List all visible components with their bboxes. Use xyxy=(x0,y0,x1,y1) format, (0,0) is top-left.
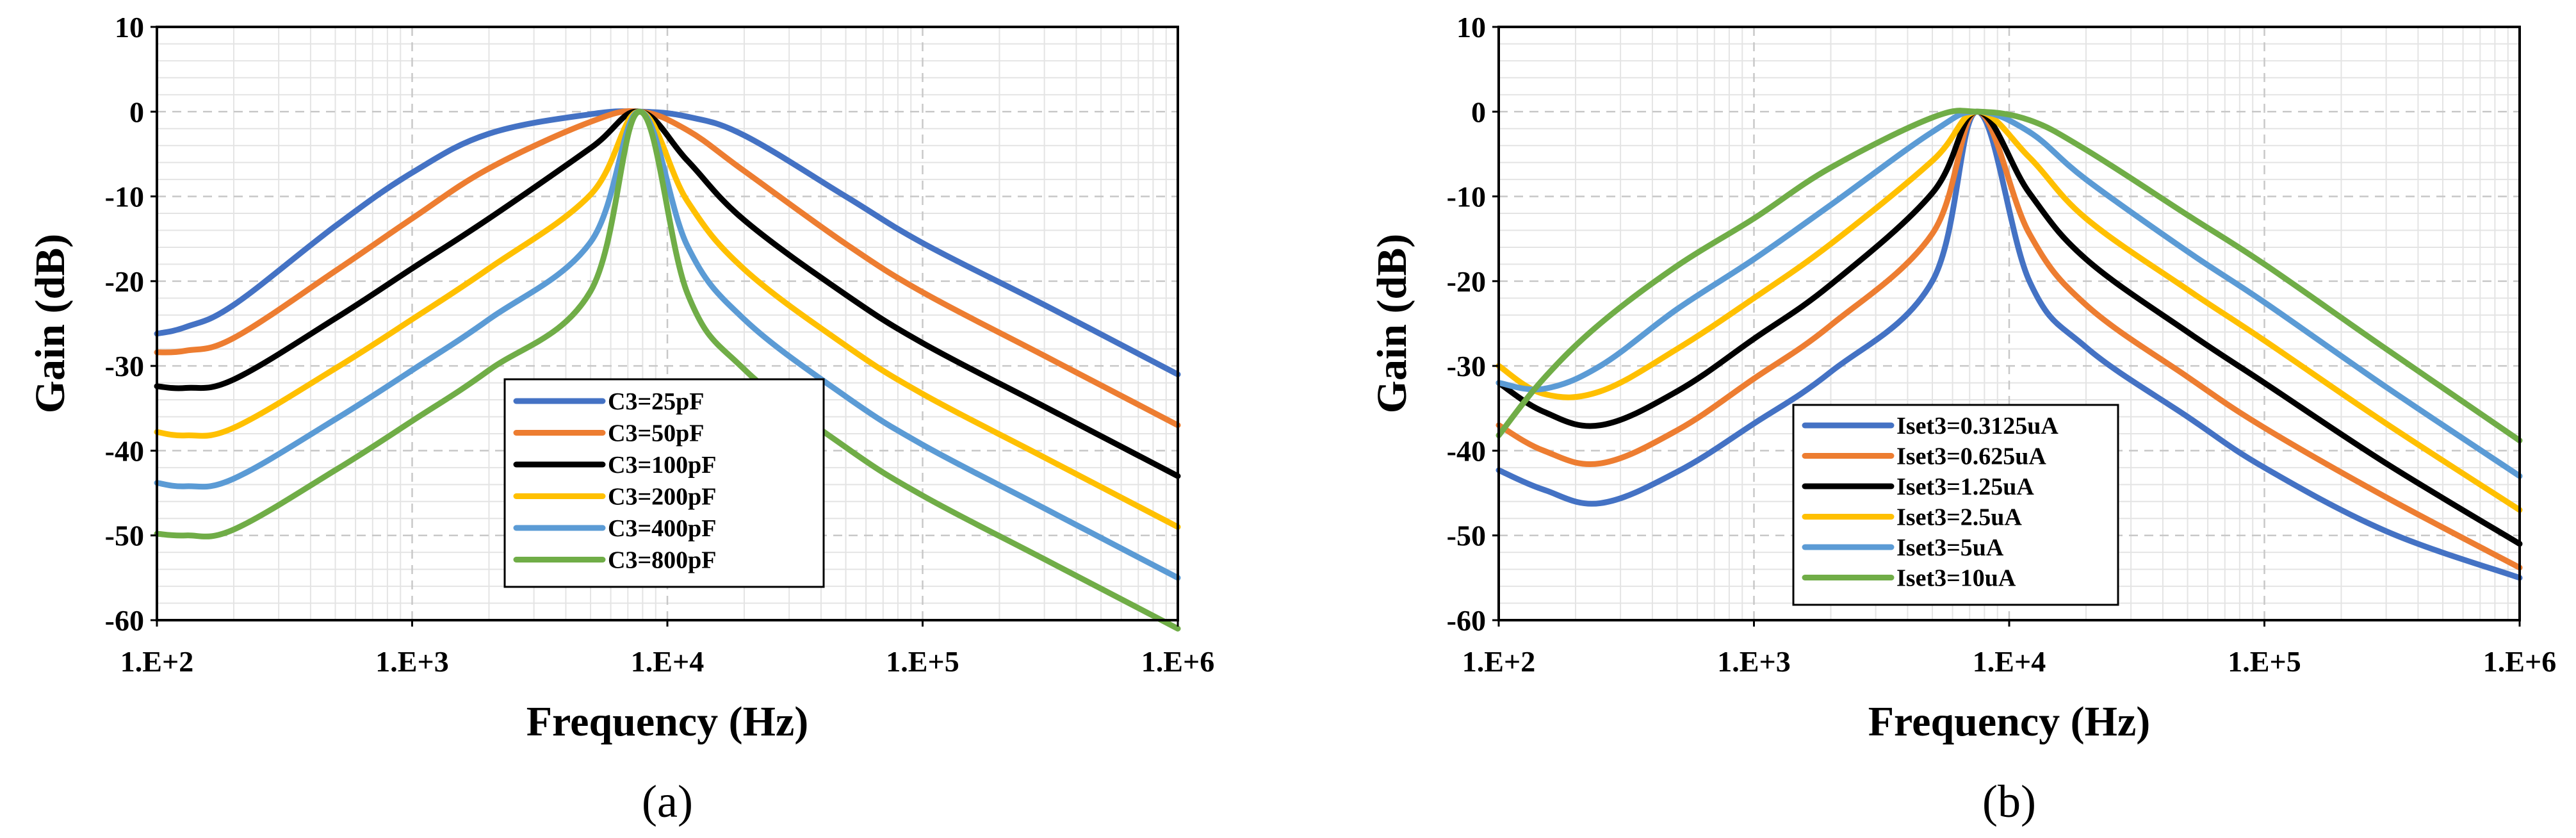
y-tick-label: -20 xyxy=(105,265,144,298)
legend-label-b-5: Iset3=10uA xyxy=(1896,565,2016,592)
x-tick-label: 1.E+3 xyxy=(1717,645,1790,678)
x-tick-label: 1.E+4 xyxy=(1973,645,2046,678)
legend-label-a-3: C3=200pF xyxy=(608,484,716,511)
y-tick-label: -10 xyxy=(105,181,144,213)
series-line-a-5 xyxy=(154,108,1181,632)
series-layer-b xyxy=(1496,108,2523,581)
y-tick-label: 10 xyxy=(1456,11,1486,44)
x-tick-label: 1.E+6 xyxy=(1141,645,1214,678)
legend-a: C3=25pF C3=50pF C3=100pF C3=200pF C3=400pF C3… xyxy=(503,378,825,588)
legend-label-a-0: C3=25pF xyxy=(608,388,704,415)
y-tick-label: -30 xyxy=(1447,350,1486,382)
y-tick-label: -10 xyxy=(1447,181,1486,213)
y-tick-label: -40 xyxy=(105,434,144,467)
legend-box-a xyxy=(503,378,825,588)
series-line-b-5 xyxy=(1496,108,2523,444)
y-tick-label: -60 xyxy=(1447,604,1486,637)
legend-label-b-3: Iset3=2.5uA xyxy=(1896,504,2022,531)
y-tick-label: -50 xyxy=(1447,520,1486,552)
y-tick-label: -40 xyxy=(1447,434,1486,467)
y-tick-label: 0 xyxy=(1471,95,1486,128)
x-tick-label: 1.E+3 xyxy=(375,645,448,678)
x-axis-title-a: Frequency (Hz) xyxy=(526,698,809,745)
legend-box-b xyxy=(1792,404,2119,606)
chart-panel-a: 10 0 -10 -20 -30 -40 -50 -60 1.E+2 1.E+3 1.E+4 1.E+… xyxy=(27,11,1214,827)
legend-label-b-0: Iset3=0.3125uA xyxy=(1896,413,2058,440)
ticks-a: 10 0 -10 -20 -30 -40 -50 -60 1.E+2 1.E+3 1.E+4 1.E+… xyxy=(105,11,1215,678)
chart-panel-b: 10 0 -10 -20 -30 -40 -50 -60 1.E+2 1.E+3 1.E+4 1.E+… xyxy=(1369,11,2556,827)
y-tick-label: 10 xyxy=(115,11,144,44)
panel-label-b: (b) xyxy=(1982,776,2036,827)
y-tick-label: -60 xyxy=(105,604,144,637)
y-tick-label: -30 xyxy=(105,350,144,382)
legend-label-b-4: Iset3=5uA xyxy=(1896,534,2004,561)
series-layer-a xyxy=(154,108,1181,632)
x-tick-label: 1.E+6 xyxy=(2483,645,2556,678)
legend-label-a-1: C3=50pF xyxy=(608,420,704,447)
panel-label-a: (a) xyxy=(642,776,693,827)
legend-b: Iset3=0.3125uA Iset3=0.625uA Iset3=1.25uA I… xyxy=(1792,404,2119,606)
y-tick-label: -50 xyxy=(105,520,144,552)
legend-label-a-4: C3=400pF xyxy=(608,515,716,542)
x-tick-label: 1.E+2 xyxy=(120,645,193,678)
y-tick-label: -20 xyxy=(1447,265,1486,298)
x-tick-label: 1.E+4 xyxy=(631,645,704,678)
x-tick-label: 1.E+5 xyxy=(2228,645,2301,678)
legend-label-a-5: C3=800pF xyxy=(608,547,716,574)
x-tick-label: 1.E+2 xyxy=(1462,645,1535,678)
ticks-b: 10 0 -10 -20 -30 -40 -50 -60 1.E+2 1.E+3 1.E+4 1.E+… xyxy=(1447,11,2557,678)
x-tick-label: 1.E+5 xyxy=(886,645,959,678)
legend-label-a-2: C3=100pF xyxy=(608,452,716,479)
legend-label-b-1: Iset3=0.625uA xyxy=(1896,443,2046,470)
y-axis-title-b: Gain (dB) xyxy=(1369,234,1415,414)
legend-label-b-2: Iset3=1.25uA xyxy=(1896,473,2034,500)
x-axis-title-b: Frequency (Hz) xyxy=(1868,698,2151,745)
y-tick-label: 0 xyxy=(129,95,144,128)
y-axis-title-a: Gain (dB) xyxy=(27,234,74,414)
